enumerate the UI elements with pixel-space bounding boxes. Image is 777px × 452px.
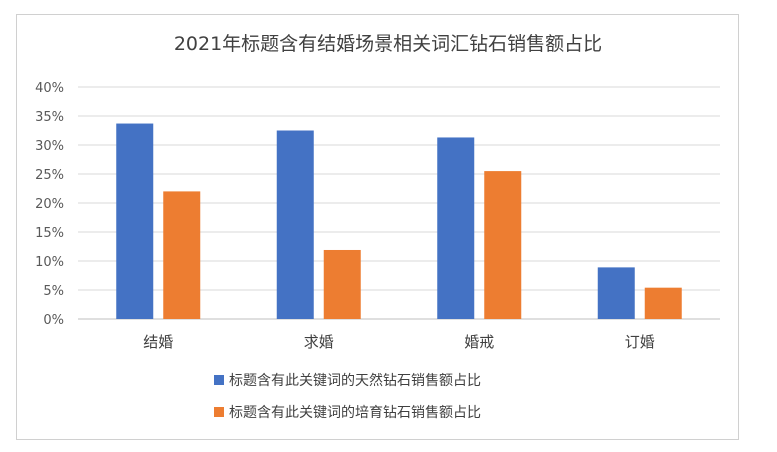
legend-label-lab-grown: 标题含有此关键词的培育钻石销售额占比 [229, 405, 481, 421]
y-tick-label: 20% [35, 197, 64, 212]
bar-lab-grown-1 [323, 249, 361, 319]
y-tick-label: 5% [43, 284, 64, 299]
y-tick-label: 0% [43, 313, 64, 328]
bar-natural-1 [276, 130, 314, 319]
bars [116, 123, 682, 319]
bar-natural-2 [437, 137, 475, 319]
bar-lab-grown-0 [163, 191, 201, 319]
y-axis-ticks: 0% 5% 10% 15% 20% 25% 30% 35% 40% [35, 81, 64, 328]
y-tick-label: 40% [35, 81, 64, 96]
legend-swatch-lab-grown [214, 407, 224, 417]
x-axis-categories: 结婚 求婚 婚戒 订婚 [143, 333, 655, 351]
chart-title: 2021年标题含有结婚场景相关词汇钻石销售额占比 [174, 33, 602, 55]
bar-lab-grown-3 [644, 287, 682, 319]
bar-lab-grown-2 [484, 171, 522, 319]
bar-natural-0 [116, 123, 154, 319]
bar-natural-3 [597, 267, 635, 319]
y-tick-label: 25% [35, 168, 64, 183]
x-category-label: 婚戒 [464, 333, 494, 351]
x-category-label: 订婚 [625, 333, 655, 351]
legend-swatch-natural [214, 375, 224, 385]
y-tick-label: 30% [35, 139, 64, 154]
y-tick-label: 10% [35, 255, 64, 270]
y-tick-label: 35% [35, 110, 64, 125]
legend-label-natural: 标题含有此关键词的天然钻石销售额占比 [229, 372, 481, 389]
legend: 标题含有此关键词的天然钻石销售额占比 标题含有此关键词的培育钻石销售额占比 [214, 372, 481, 421]
y-tick-label: 15% [35, 226, 64, 241]
x-category-label: 结婚 [143, 333, 173, 351]
x-category-label: 求婚 [304, 333, 334, 351]
